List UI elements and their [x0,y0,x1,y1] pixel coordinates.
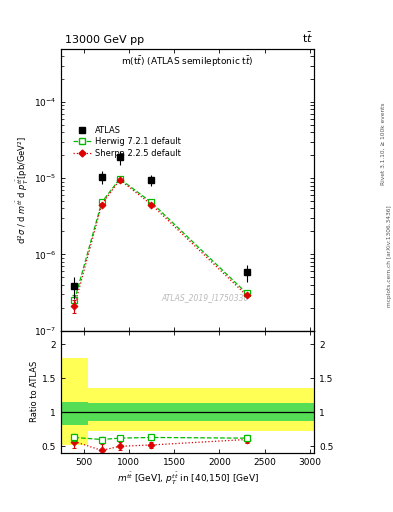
Legend: ATLAS, Herwig 7.2.1 default, Sherpa 2.2.5 default: ATLAS, Herwig 7.2.1 default, Sherpa 2.2.… [70,123,184,160]
X-axis label: $m^{t\bar{t}}$ [GeV], $p_T^{t\bar{t}}$ in [40,150] [GeV]: $m^{t\bar{t}}$ [GeV], $p_T^{t\bar{t}}$ i… [117,471,259,487]
Text: ATLAS_2019_I1750330: ATLAS_2019_I1750330 [162,293,249,303]
Text: Rivet 3.1.10, ≥ 100k events: Rivet 3.1.10, ≥ 100k events [381,102,386,185]
Text: m(t$\bar{t}$) (ATLAS semileptonic t$\bar{t}$): m(t$\bar{t}$) (ATLAS semileptonic t$\bar… [121,54,254,69]
Text: t$\bar{t}$: t$\bar{t}$ [302,31,313,45]
Y-axis label: Ratio to ATLAS: Ratio to ATLAS [30,361,39,422]
Text: 13000 GeV pp: 13000 GeV pp [65,35,144,45]
Text: mcplots.cern.ch [arXiv:1306.3436]: mcplots.cern.ch [arXiv:1306.3436] [387,205,391,307]
Y-axis label: d$^2\sigma$ / d $m^{t\bar{t}}$ d $p_T^{t\bar{t}}$[pb/GeV$^2$]: d$^2\sigma$ / d $m^{t\bar{t}}$ d $p_T^{t… [15,136,31,244]
